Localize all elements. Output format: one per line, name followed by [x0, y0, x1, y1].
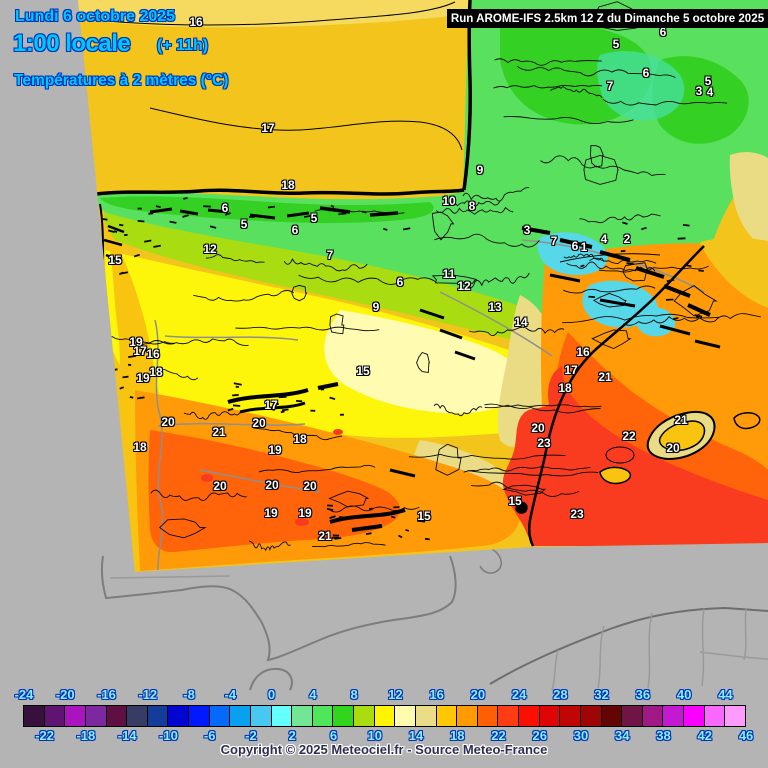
scale-tick-40: 40	[676, 687, 692, 702]
scale-tick-14: 14	[408, 728, 424, 743]
scale-tick-44: 44	[718, 687, 733, 702]
scale-cell-11	[250, 706, 271, 726]
scale-tick-34: 34	[615, 728, 630, 743]
model-run-banner: Run AROME-IFS 2.5km 12 Z du Dimanche 5 o…	[447, 9, 768, 28]
scale-tick-6: 6	[329, 728, 338, 743]
scale-tick-22: 22	[491, 728, 506, 743]
scale-cell-0	[24, 706, 44, 726]
scale-tick-32: 32	[594, 687, 609, 702]
scale-tick-36: 36	[635, 687, 651, 702]
scale-tick--4: -4	[224, 687, 237, 702]
scale-tick--22: -22	[35, 728, 55, 743]
scale-cell-13	[292, 706, 312, 726]
scale-cell-21	[457, 706, 477, 726]
scale-tick-12: 12	[388, 687, 403, 702]
scale-tick--12: -12	[138, 687, 158, 702]
scale-tick-8: 8	[350, 687, 358, 702]
scale-tick-16: 16	[429, 687, 444, 702]
scale-cell-14	[312, 706, 333, 726]
scale-cell-5	[127, 706, 147, 726]
scale-cell-18	[395, 706, 415, 726]
scale-cell-30	[642, 706, 663, 726]
scale-cell-4	[106, 706, 127, 726]
scale-cell-20	[436, 706, 457, 726]
copyright-watermark: Copyright © 2025 Meteociel.fr - Source M…	[220, 742, 548, 757]
scale-cell-16	[354, 706, 374, 726]
scale-tick-42: 42	[697, 728, 713, 743]
scale-cell-10	[230, 706, 250, 726]
temperature-scale: -24 -22 -20 -18 -16 -14 -12 -10 -8 -6 -4 -2 0 2 4 6 8 10 1…	[0, 683, 768, 758]
scale-cell-24	[519, 706, 539, 726]
scale-tick--8: -8	[183, 687, 195, 702]
scale-color-bar	[23, 705, 746, 727]
scale-tick-26: 26	[532, 728, 547, 743]
scale-tick-2: 2	[288, 728, 296, 743]
scale-cell-9	[209, 706, 230, 726]
scale-tick--24: -24	[14, 687, 34, 702]
scale-cell-33	[704, 706, 725, 726]
scale-tick--2: -2	[245, 728, 257, 743]
scale-cell-15	[333, 706, 353, 726]
scale-cell-19	[415, 706, 436, 726]
scale-cell-8	[189, 706, 209, 726]
scale-cell-22	[477, 706, 498, 726]
scale-tick--10: -10	[159, 728, 178, 743]
scale-tick-4: 4	[309, 687, 317, 702]
scale-tick-18: 18	[449, 728, 465, 743]
scale-tick-20: 20	[470, 687, 486, 702]
scale-cell-23	[498, 706, 518, 726]
scale-tick-38: 38	[656, 728, 671, 743]
scale-tick-0: 0	[267, 687, 276, 702]
local-time-label: 1:00 locale	[13, 30, 131, 57]
scale-cell-7	[168, 706, 188, 726]
scale-cell-3	[85, 706, 106, 726]
scale-tick--6: -6	[203, 728, 216, 743]
scale-cell-29	[622, 706, 642, 726]
scale-tick-30: 30	[573, 728, 589, 743]
scale-cell-26	[560, 706, 580, 726]
balearic-islands	[599, 411, 761, 485]
scale-tick-24: 24	[511, 687, 527, 702]
scale-tick-10: 10	[367, 728, 382, 743]
scale-cell-12	[271, 706, 292, 726]
scale-tick--20: -20	[55, 687, 75, 702]
geography-layer	[100, 547, 768, 691]
contour-lines	[90, 1, 761, 552]
scale-cell-28	[601, 706, 622, 726]
scale-cell-2	[65, 706, 85, 726]
scale-cell-34	[725, 706, 745, 726]
scale-cell-31	[663, 706, 683, 726]
scale-tick--16: -16	[97, 687, 116, 702]
date-label: Lundi 6 octobre 2025	[15, 8, 176, 25]
scale-tick-46: 46	[738, 728, 754, 743]
scale-cell-27	[580, 706, 601, 726]
forecast-offset-label: (+ 11h)	[157, 37, 209, 54]
scale-tick--18: -18	[76, 728, 96, 743]
scale-tick-28: 28	[553, 687, 568, 702]
scale-cell-32	[684, 706, 704, 726]
scale-tick--14: -14	[117, 728, 137, 743]
scale-cell-1	[44, 706, 65, 726]
scale-cell-25	[539, 706, 560, 726]
parameter-label: Températures à 2 mètres (°C)	[14, 72, 229, 89]
scale-cell-17	[374, 706, 395, 726]
scale-cell-6	[147, 706, 168, 726]
